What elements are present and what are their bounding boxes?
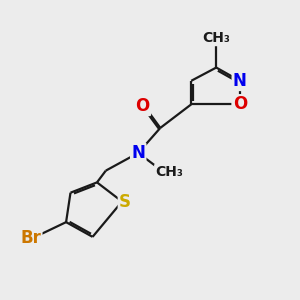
Text: Br: Br: [20, 229, 41, 247]
Text: N: N: [131, 144, 145, 162]
Text: N: N: [233, 72, 247, 90]
Text: O: O: [136, 97, 150, 115]
Text: CH₃: CH₃: [155, 165, 183, 179]
Text: CH₃: CH₃: [202, 31, 230, 45]
Text: O: O: [233, 95, 247, 113]
Text: S: S: [119, 193, 131, 211]
